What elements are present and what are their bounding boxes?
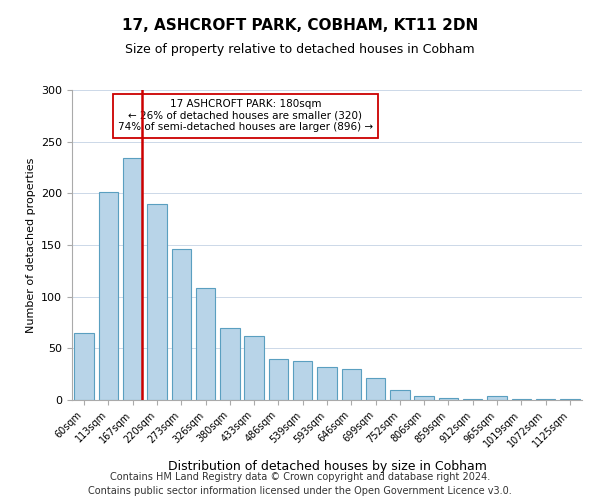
- Text: 17 ASHCROFT PARK: 180sqm
← 26% of detached houses are smaller (320)
74% of semi-: 17 ASHCROFT PARK: 180sqm ← 26% of detach…: [118, 100, 373, 132]
- Bar: [366, 378, 385, 400]
- Text: Contains public sector information licensed under the Open Government Licence v3: Contains public sector information licen…: [88, 486, 512, 496]
- Bar: [293, 360, 313, 400]
- Bar: [172, 249, 191, 400]
- Bar: [147, 204, 167, 400]
- Bar: [99, 192, 118, 400]
- Text: Size of property relative to detached houses in Cobham: Size of property relative to detached ho…: [125, 44, 475, 57]
- Bar: [560, 399, 580, 400]
- X-axis label: Distribution of detached houses by size in Cobham: Distribution of detached houses by size …: [167, 460, 487, 473]
- Bar: [123, 158, 142, 400]
- Bar: [439, 398, 458, 400]
- Bar: [220, 328, 239, 400]
- Bar: [463, 399, 482, 400]
- Y-axis label: Number of detached properties: Number of detached properties: [26, 158, 35, 332]
- Bar: [74, 333, 94, 400]
- Bar: [415, 396, 434, 400]
- Bar: [269, 358, 288, 400]
- Bar: [196, 288, 215, 400]
- Bar: [536, 399, 555, 400]
- Bar: [390, 390, 410, 400]
- Bar: [244, 336, 264, 400]
- Text: 17, ASHCROFT PARK, COBHAM, KT11 2DN: 17, ASHCROFT PARK, COBHAM, KT11 2DN: [122, 18, 478, 32]
- Bar: [487, 396, 507, 400]
- Bar: [512, 399, 531, 400]
- Bar: [317, 367, 337, 400]
- Bar: [341, 369, 361, 400]
- Text: Contains HM Land Registry data © Crown copyright and database right 2024.: Contains HM Land Registry data © Crown c…: [110, 472, 490, 482]
